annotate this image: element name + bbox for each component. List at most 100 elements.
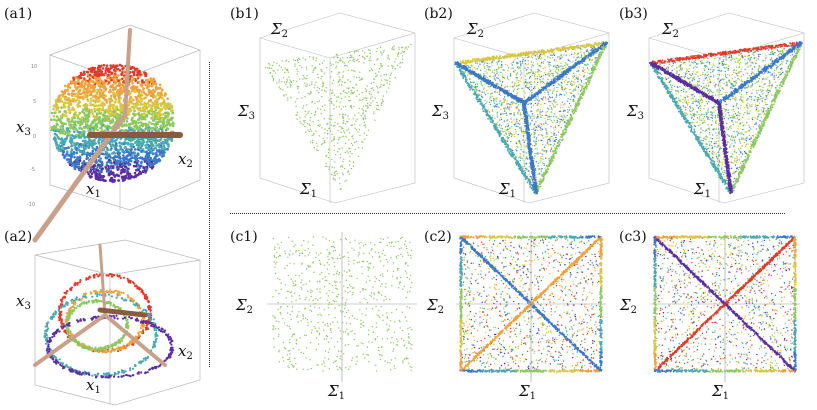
scatter-point <box>94 104 97 108</box>
scatter-point <box>68 314 71 317</box>
scatter-point <box>572 77 575 79</box>
scatter-point <box>169 341 172 344</box>
scatter-point <box>72 92 75 96</box>
scatter-point <box>380 79 383 81</box>
scatter-point <box>122 276 125 279</box>
scatter-point <box>97 64 101 68</box>
scatter-point <box>351 124 353 126</box>
scatter-point <box>330 124 332 127</box>
scatter-point <box>350 167 353 170</box>
scatter-point <box>119 102 122 105</box>
scatter-point <box>355 120 357 122</box>
scatter-point <box>168 107 171 111</box>
scatter-point <box>331 133 333 135</box>
scatter-point <box>272 78 275 81</box>
scatter-point <box>155 98 159 102</box>
scatter-point <box>321 89 323 91</box>
scatter-point <box>508 131 510 133</box>
scatter-point <box>381 65 383 67</box>
scatter-point <box>392 65 394 68</box>
scatter-point <box>73 303 76 306</box>
scatter-point <box>94 142 97 145</box>
scatter-point <box>104 98 107 101</box>
scatter-point <box>57 137 61 140</box>
scatter-point <box>78 168 81 172</box>
scatter-point <box>340 108 342 110</box>
scatter-point <box>128 157 132 161</box>
scatter-point <box>54 101 58 104</box>
scatter-point <box>102 89 106 93</box>
scatter-point <box>545 136 547 138</box>
scatter-point <box>108 290 111 293</box>
b1-frame <box>259 12 416 204</box>
scatter-point <box>120 291 123 294</box>
scatter-point <box>284 71 286 74</box>
scatter-point <box>118 91 121 94</box>
scatter-point <box>78 148 81 152</box>
scatter-point <box>117 375 120 378</box>
scatter-point <box>350 89 353 92</box>
scatter-point <box>541 162 544 164</box>
scatter-point <box>81 371 85 374</box>
scatter-point <box>125 319 128 322</box>
scatter-point <box>80 120 83 123</box>
scatter-point <box>149 90 153 93</box>
scatter-point <box>115 341 119 344</box>
scatter-point <box>94 171 97 174</box>
scatter-point <box>124 298 127 301</box>
scatter-point <box>330 118 333 121</box>
scatter-point <box>364 118 367 120</box>
scatter-point <box>171 122 175 125</box>
scatter-point <box>148 84 152 87</box>
scatter-point <box>47 327 50 330</box>
scatter-point <box>144 371 147 374</box>
scatter-point <box>349 54 352 56</box>
scatter-point <box>342 174 344 176</box>
scatter-point <box>90 172 94 176</box>
panel-label-c3: (c3) <box>619 229 647 245</box>
scatter-point <box>540 128 542 130</box>
scatter-point <box>361 77 363 80</box>
scatter-point <box>508 134 510 137</box>
scatter-point <box>325 90 327 93</box>
scatter-point <box>95 72 98 75</box>
scatter-point <box>124 345 127 348</box>
scatter-point <box>66 117 69 121</box>
scatter-point <box>303 105 305 107</box>
scatter-point <box>322 81 324 83</box>
scatter-point <box>106 147 109 151</box>
scatter-point <box>136 95 140 98</box>
scatter-point <box>93 276 96 279</box>
scatter-point <box>81 346 84 349</box>
scatter-point <box>86 156 89 160</box>
scatter-point <box>160 91 163 94</box>
scatter-point <box>333 178 335 180</box>
scatter-point <box>305 85 307 87</box>
scatter-point <box>359 134 361 136</box>
scatter-point <box>61 296 65 299</box>
scatter-point <box>56 123 59 127</box>
scatter-point <box>91 374 94 377</box>
scatter-point <box>526 113 529 115</box>
scatter-point <box>330 100 332 103</box>
scatter-point <box>91 95 95 99</box>
scatter-point <box>342 161 344 163</box>
scatter-point <box>54 355 57 359</box>
scatter-point <box>141 156 144 160</box>
scatter-point <box>90 139 94 143</box>
scatter-point <box>93 66 97 70</box>
scatter-point <box>109 84 113 87</box>
scatter-point <box>137 336 141 339</box>
scatter-point <box>98 107 101 110</box>
scatter-point <box>77 145 80 149</box>
scatter-point <box>547 98 550 100</box>
scatter-point <box>52 354 55 357</box>
scatter-point <box>96 128 99 132</box>
scatter-point <box>78 143 82 146</box>
scatter-point <box>144 105 147 108</box>
scatter-point <box>496 104 498 107</box>
scatter-point <box>74 113 77 116</box>
scatter-point <box>279 88 281 90</box>
scatter-point <box>509 121 511 123</box>
scatter-point <box>387 54 389 56</box>
